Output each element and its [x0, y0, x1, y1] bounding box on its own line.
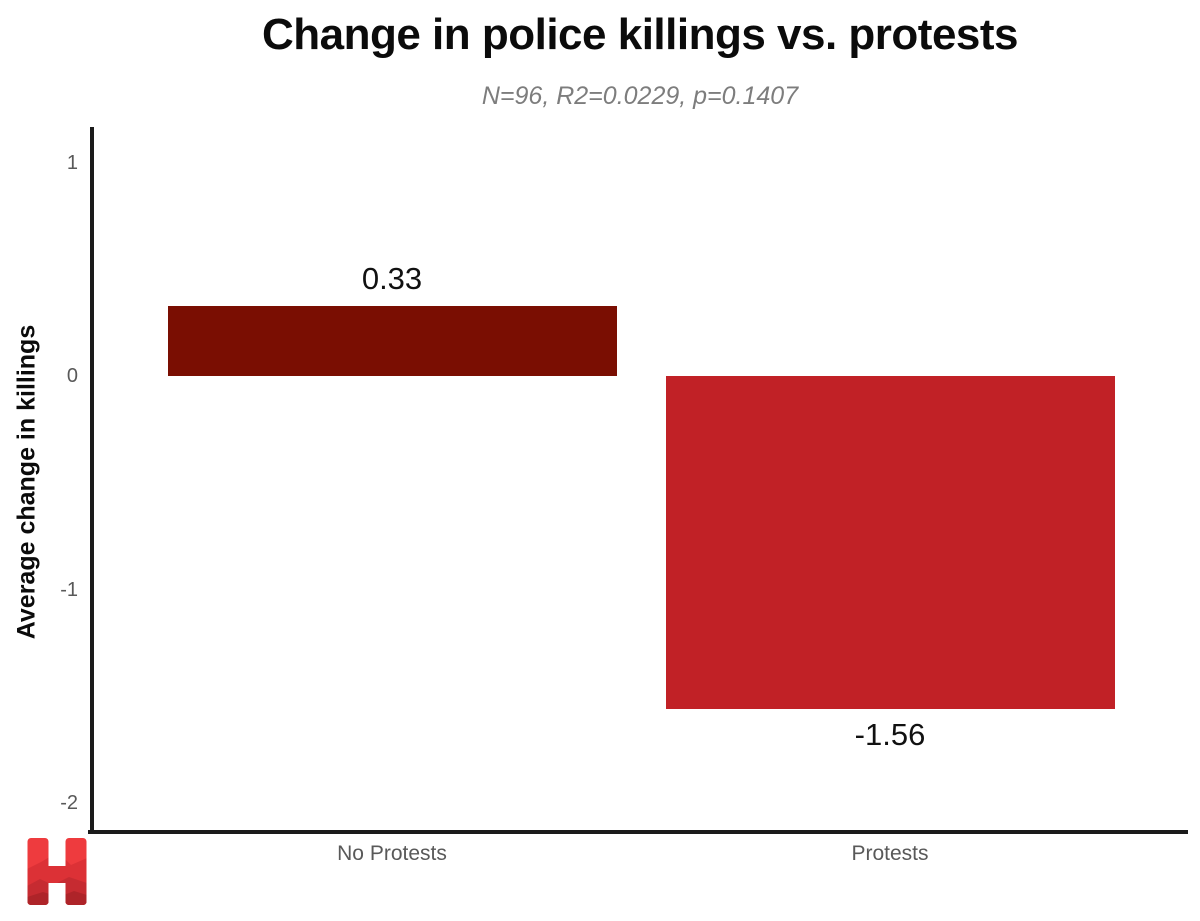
y-axis-line [90, 127, 94, 834]
y-tick-label: 0 [66, 365, 78, 387]
x-category-label: Protests [851, 842, 929, 865]
bar-no-protests [167, 305, 617, 376]
chart-title: Change in police killings vs. protests [261, 10, 1019, 59]
x-category-label: No Protests [337, 842, 447, 865]
bar-protests [665, 376, 1115, 710]
huffpost-h-logo-icon [27, 838, 87, 905]
bar-value-label: 0.33 [361, 260, 423, 296]
y-tick-label: 1 [66, 151, 78, 174]
bar-value-label: -1.56 [854, 717, 926, 753]
chart-subtitle: N=96, R2=0.0229, p=0.1407 [481, 82, 799, 110]
y-tick-label: -1 [60, 578, 78, 601]
y-tick-label: -2 [60, 792, 78, 814]
x-axis-line [88, 830, 1188, 834]
